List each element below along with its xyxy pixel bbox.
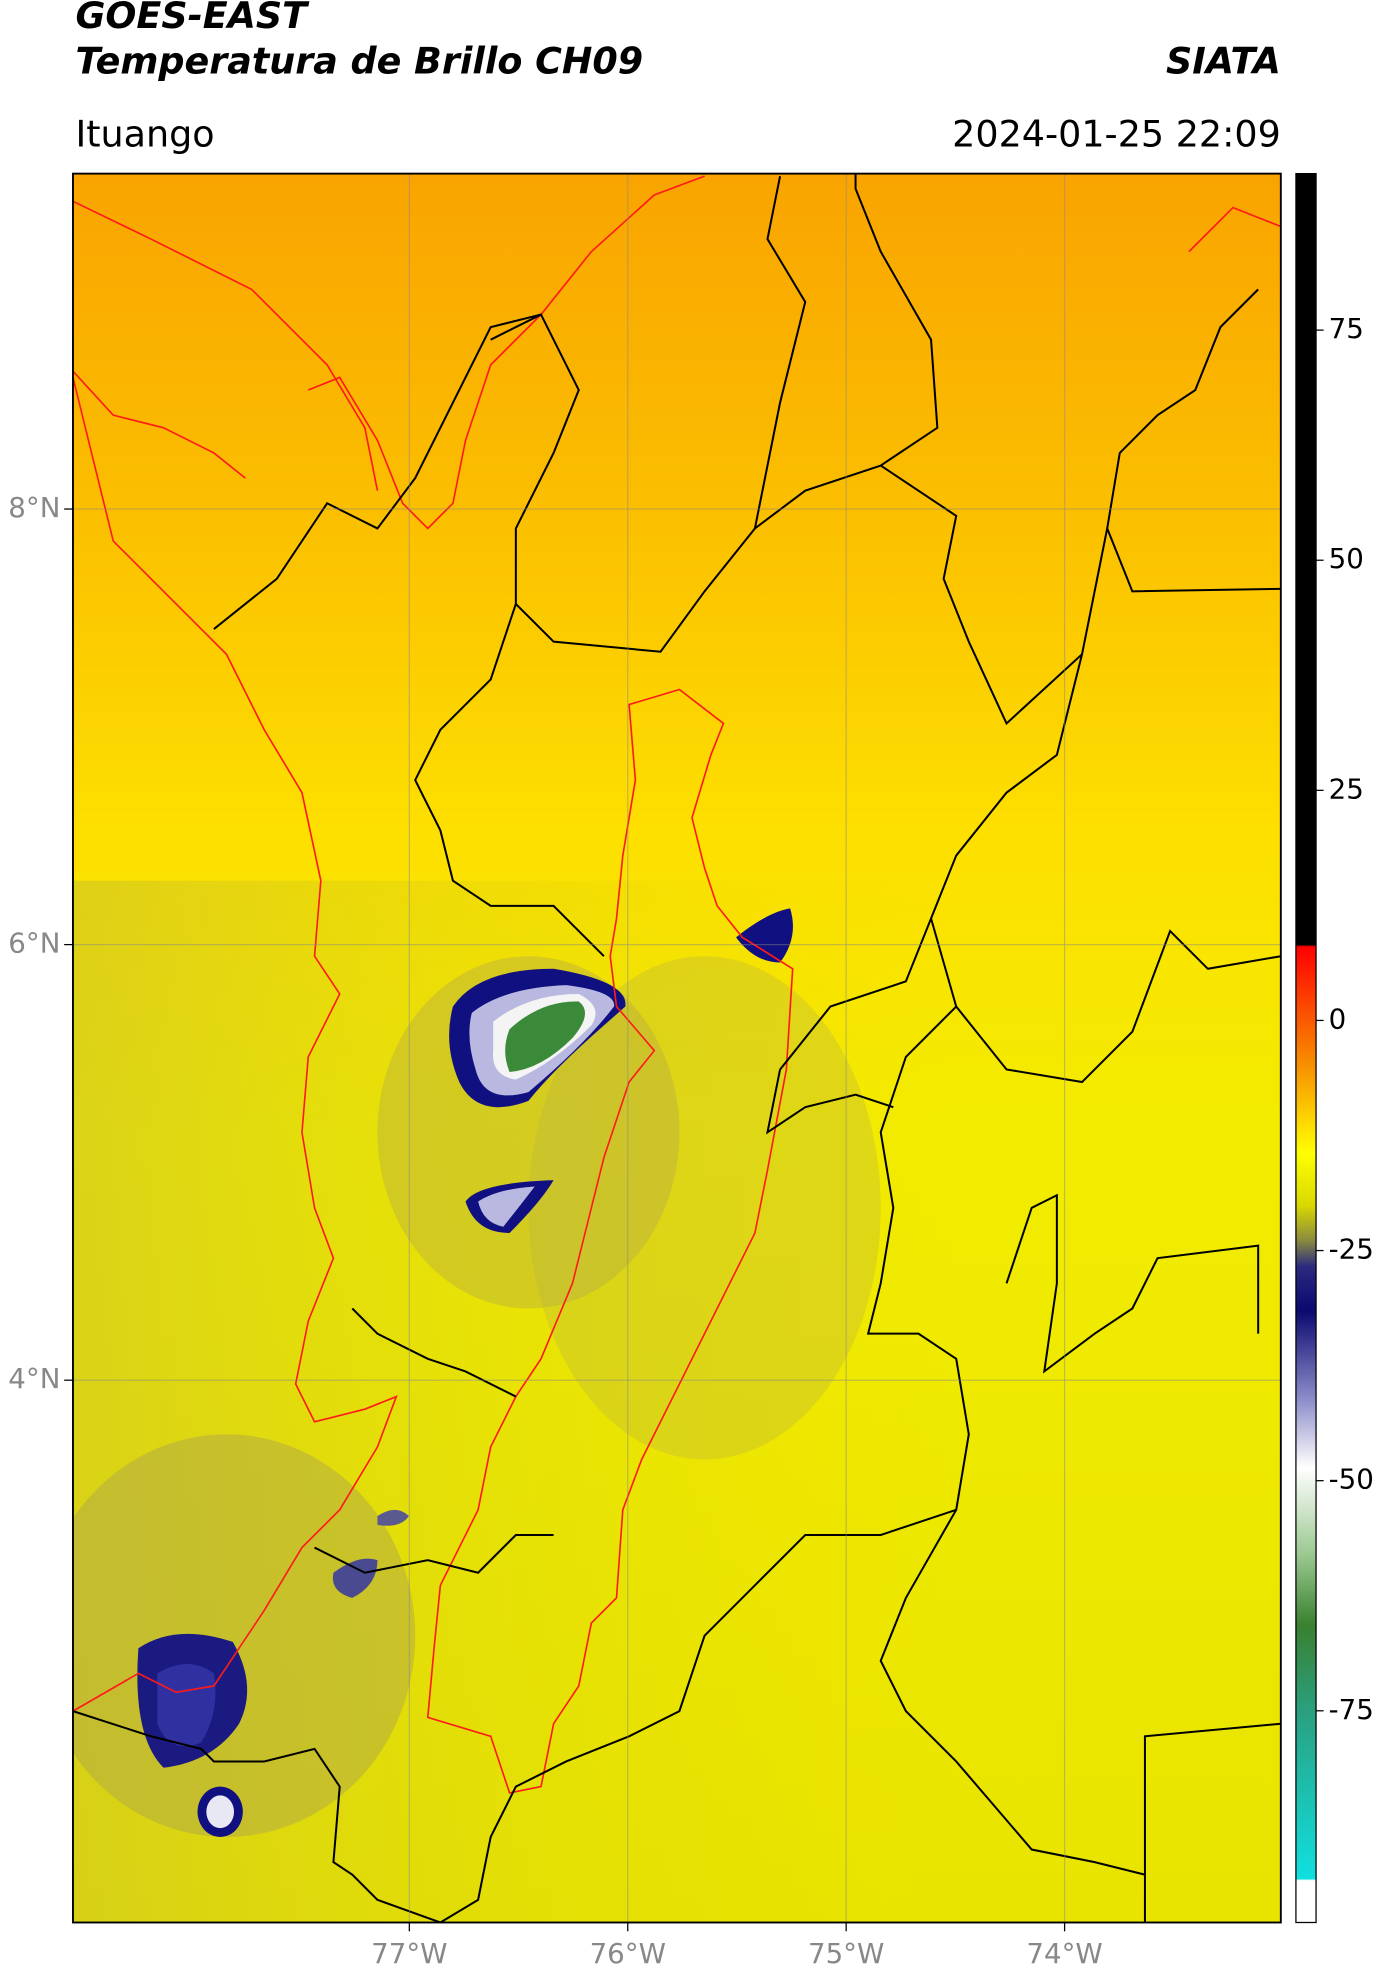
y-tick-label: 4°N (8, 1362, 60, 1395)
x-tick-label: 76°W (590, 1937, 666, 1970)
x-tick-label: 74°W (1026, 1937, 1102, 1970)
colorbar-tick-label: -50 (1329, 1463, 1374, 1496)
location: Ituango (75, 112, 214, 155)
source: SIATA (1166, 39, 1281, 82)
colorbar-tick-label: 0 (1329, 1002, 1347, 1035)
map-image (72, 173, 1281, 1923)
title: GOES-EAST (75, 0, 310, 37)
graticule (64, 173, 1281, 1932)
y-tick-label: 6°N (8, 927, 60, 960)
colorbar-tick-label: -75 (1329, 1693, 1374, 1726)
colorbar-tick-label: 50 (1329, 542, 1364, 575)
x-tick-label: 75°W (808, 1937, 884, 1970)
x-tick-label: 77°W (371, 1937, 447, 1970)
datetime: 2024-01-25 22:09 (952, 112, 1281, 155)
colorbar-tick-label: -25 (1329, 1233, 1374, 1266)
colorbar-tick-label: 75 (1329, 312, 1364, 345)
subtitle: Temperatura de Brillo CH09 (75, 39, 643, 82)
map-frame (72, 172, 1282, 1924)
colorbar (1295, 172, 1317, 1924)
y-tick-label: 8°N (8, 491, 60, 524)
colorbar-tick-label: 25 (1329, 772, 1364, 805)
